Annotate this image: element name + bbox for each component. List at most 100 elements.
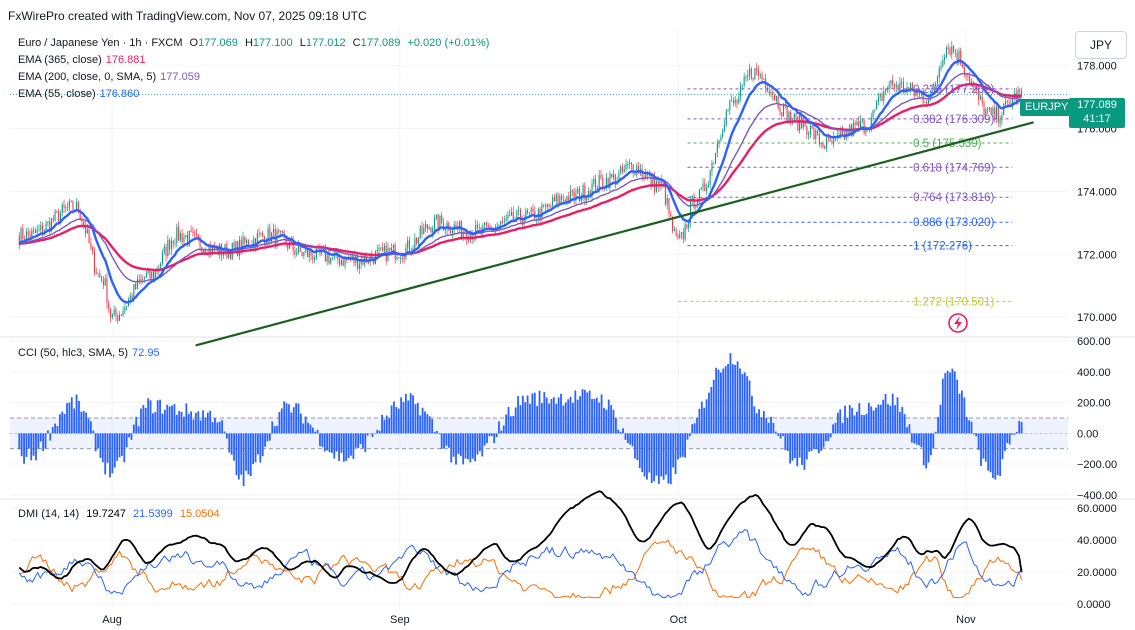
candle-body [596,188,598,191]
candle-body [686,224,688,228]
candle-body [416,238,418,244]
currency-button[interactable]: JPY [1075,31,1127,59]
candle-body [899,82,901,90]
ema55-legend[interactable]: EMA (55, close) 176.860 [18,88,139,100]
candle-body [399,257,402,259]
candle-body [707,184,709,188]
candle-body [963,66,965,74]
candle-body [611,173,613,178]
time-axis-tick: Sep [390,614,410,626]
candle-body [688,221,690,228]
candle-body [886,88,888,90]
candle-body [391,247,393,251]
candle-body [496,226,498,228]
candle-body [435,214,437,218]
candle-body [97,273,99,275]
candle-body [396,257,398,260]
candle-body [88,229,90,244]
candle-body [131,295,133,299]
candle-body [246,240,248,244]
candle-body [167,239,169,256]
candle-body [67,207,69,209]
candle-body [861,119,863,121]
candle-body [122,311,124,315]
candle-body [736,99,738,104]
candle-body [126,306,128,308]
candle-body [407,240,409,248]
candle-body [910,83,912,90]
candle-body [863,119,865,134]
candle-body [580,196,582,202]
candle-body [512,211,514,221]
candle-body [106,278,108,304]
ema200-value: 177.059 [160,71,200,83]
candle-body [967,76,969,78]
candle-body [509,215,511,216]
candle-body [741,85,743,87]
candle-body [673,229,675,232]
cci-legend[interactable]: CCI (50, hlc3, SMA, 5) 72.95 [18,347,160,359]
candle-body [178,226,180,241]
candle-body [195,233,198,235]
candle-body [278,230,280,232]
candle-body [294,250,296,255]
candle-body [738,96,740,104]
candle-body [578,188,581,202]
candle-body [185,235,187,238]
ema365-legend[interactable]: EMA (365, close) 176.881 [18,54,146,66]
candle-body [92,247,94,252]
candle-body [609,173,611,188]
candle-body [679,233,681,238]
candle-body [348,259,350,261]
candle-body [90,243,92,248]
dmi-label: DMI (14, 14) [18,508,80,520]
candle-body [203,249,205,253]
candle-body [983,102,985,116]
symbol-title[interactable]: Euro / Japanese Yen · 1h · FXCM [18,37,183,49]
open-value: 177.069 [198,37,238,49]
candle-body [1008,101,1010,103]
candle-body [229,250,232,259]
ema55-line [18,59,1023,304]
candle-body [25,231,27,241]
candle-body [138,279,140,281]
candle-body [308,250,310,258]
candle-body [179,233,181,241]
fib-level-label: 1 (172.276) [913,241,972,253]
candle-body [324,248,326,262]
candle-body [634,173,636,175]
candle-body [160,263,162,269]
candle-body [467,239,470,241]
candle-body [994,107,996,120]
candle-body [378,247,380,251]
candle-body [607,177,609,188]
dmi-legend[interactable]: DMI (14, 14) 19.7247 21.5399 15.0504 [18,508,220,520]
candle-body [516,210,518,220]
candle-body [176,226,178,244]
candle-body [625,164,627,170]
ema200-legend[interactable]: EMA (200, close, 0, SMA, 5) 177.059 [18,71,200,83]
candle-body [840,130,842,136]
candle-body [253,238,255,246]
candle-body [247,240,249,247]
low-label: L [299,37,306,49]
trendline [195,121,1034,347]
candle-body [877,97,879,102]
ticker-tag: EURJPY [1020,99,1074,116]
candle-body [505,218,507,222]
ema55-label: EMA (55, close) [18,88,96,100]
candle-body [883,91,885,101]
candle-body [734,99,736,104]
candle-body [713,162,715,164]
minus-di-line [19,539,1023,599]
candle-body [47,221,49,223]
candle-body [256,233,258,247]
candle-body [990,107,992,115]
candle-body [188,230,190,244]
candle-body [602,178,604,187]
candle-body [949,49,951,55]
candle-body [546,204,548,208]
candle-body [693,195,695,208]
candle-body [997,106,999,123]
